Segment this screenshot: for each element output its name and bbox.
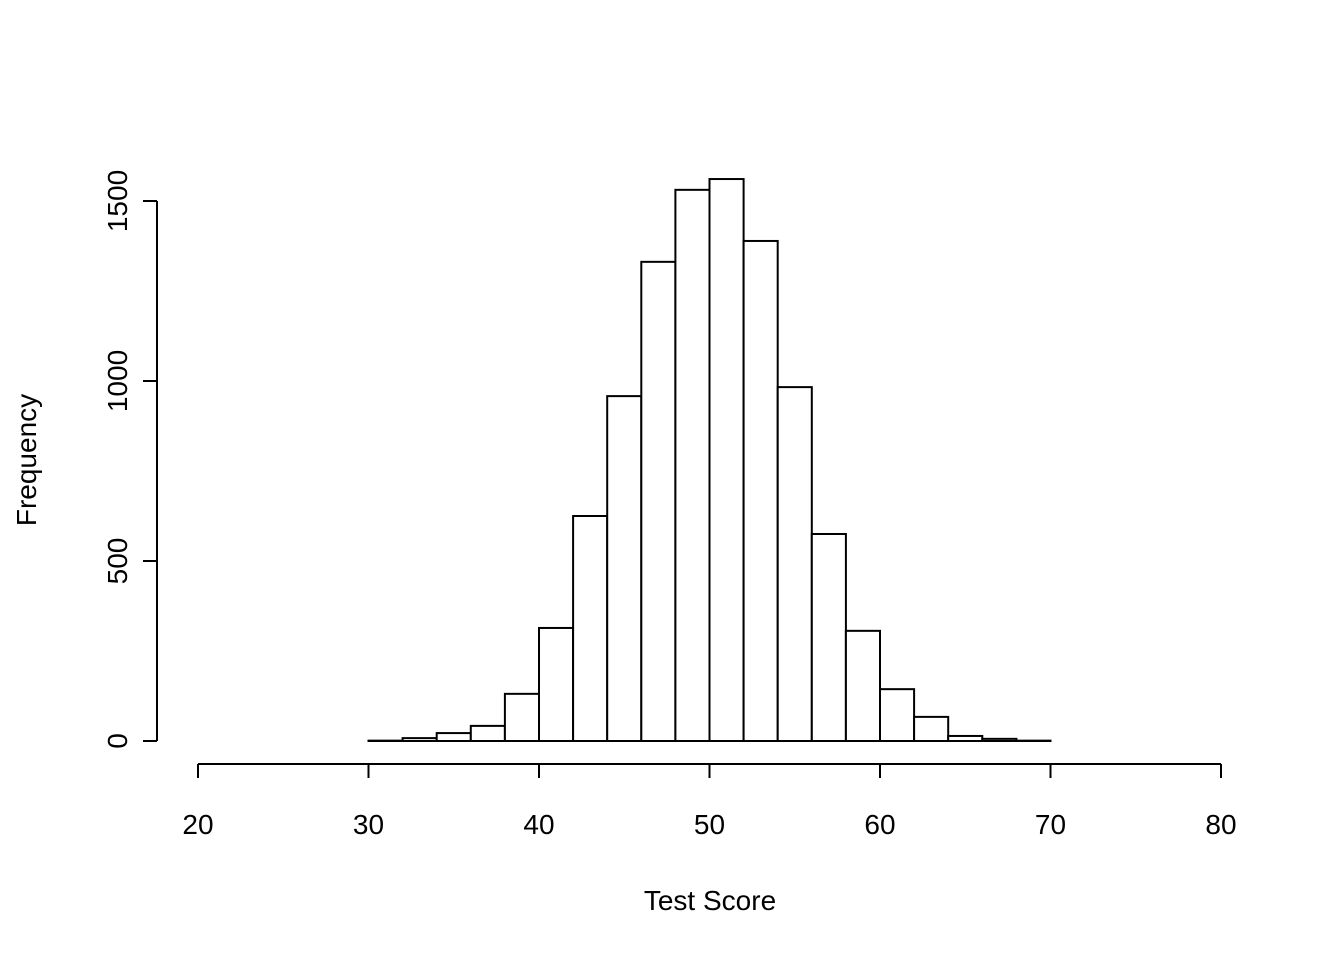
x-tick-label: 30: [353, 809, 384, 840]
bar: [844, 629, 882, 743]
bar: [981, 737, 1018, 743]
bar: [401, 737, 438, 742]
bar: [776, 386, 813, 742]
x-tick-label: 50: [694, 809, 725, 840]
bar: [879, 688, 916, 742]
x-tick-label: 20: [182, 809, 213, 840]
y-tick-label: 1000: [102, 350, 133, 412]
y-axis-label: Frequency: [11, 394, 42, 526]
x-tick-label: 80: [1205, 809, 1236, 840]
bar: [435, 732, 472, 743]
bar: [503, 692, 540, 743]
bar: [469, 724, 506, 743]
bar: [572, 515, 609, 742]
y-tick-label: 500: [102, 538, 133, 585]
bar: [640, 260, 677, 742]
x-tick-label: 40: [523, 809, 554, 840]
x-axis-label: Test Score: [644, 885, 776, 916]
y-tick-label: 1500: [102, 170, 133, 232]
bar: [538, 626, 575, 743]
bar: [708, 178, 745, 743]
bar: [947, 734, 984, 743]
bar: [674, 188, 711, 742]
y-tick-label: 0: [102, 733, 133, 749]
bar: [913, 715, 950, 743]
x-tick-label: 70: [1035, 809, 1066, 840]
bar: [606, 395, 643, 742]
bar: [742, 239, 779, 743]
bar: [810, 533, 847, 742]
x-tick-label: 60: [864, 809, 895, 840]
